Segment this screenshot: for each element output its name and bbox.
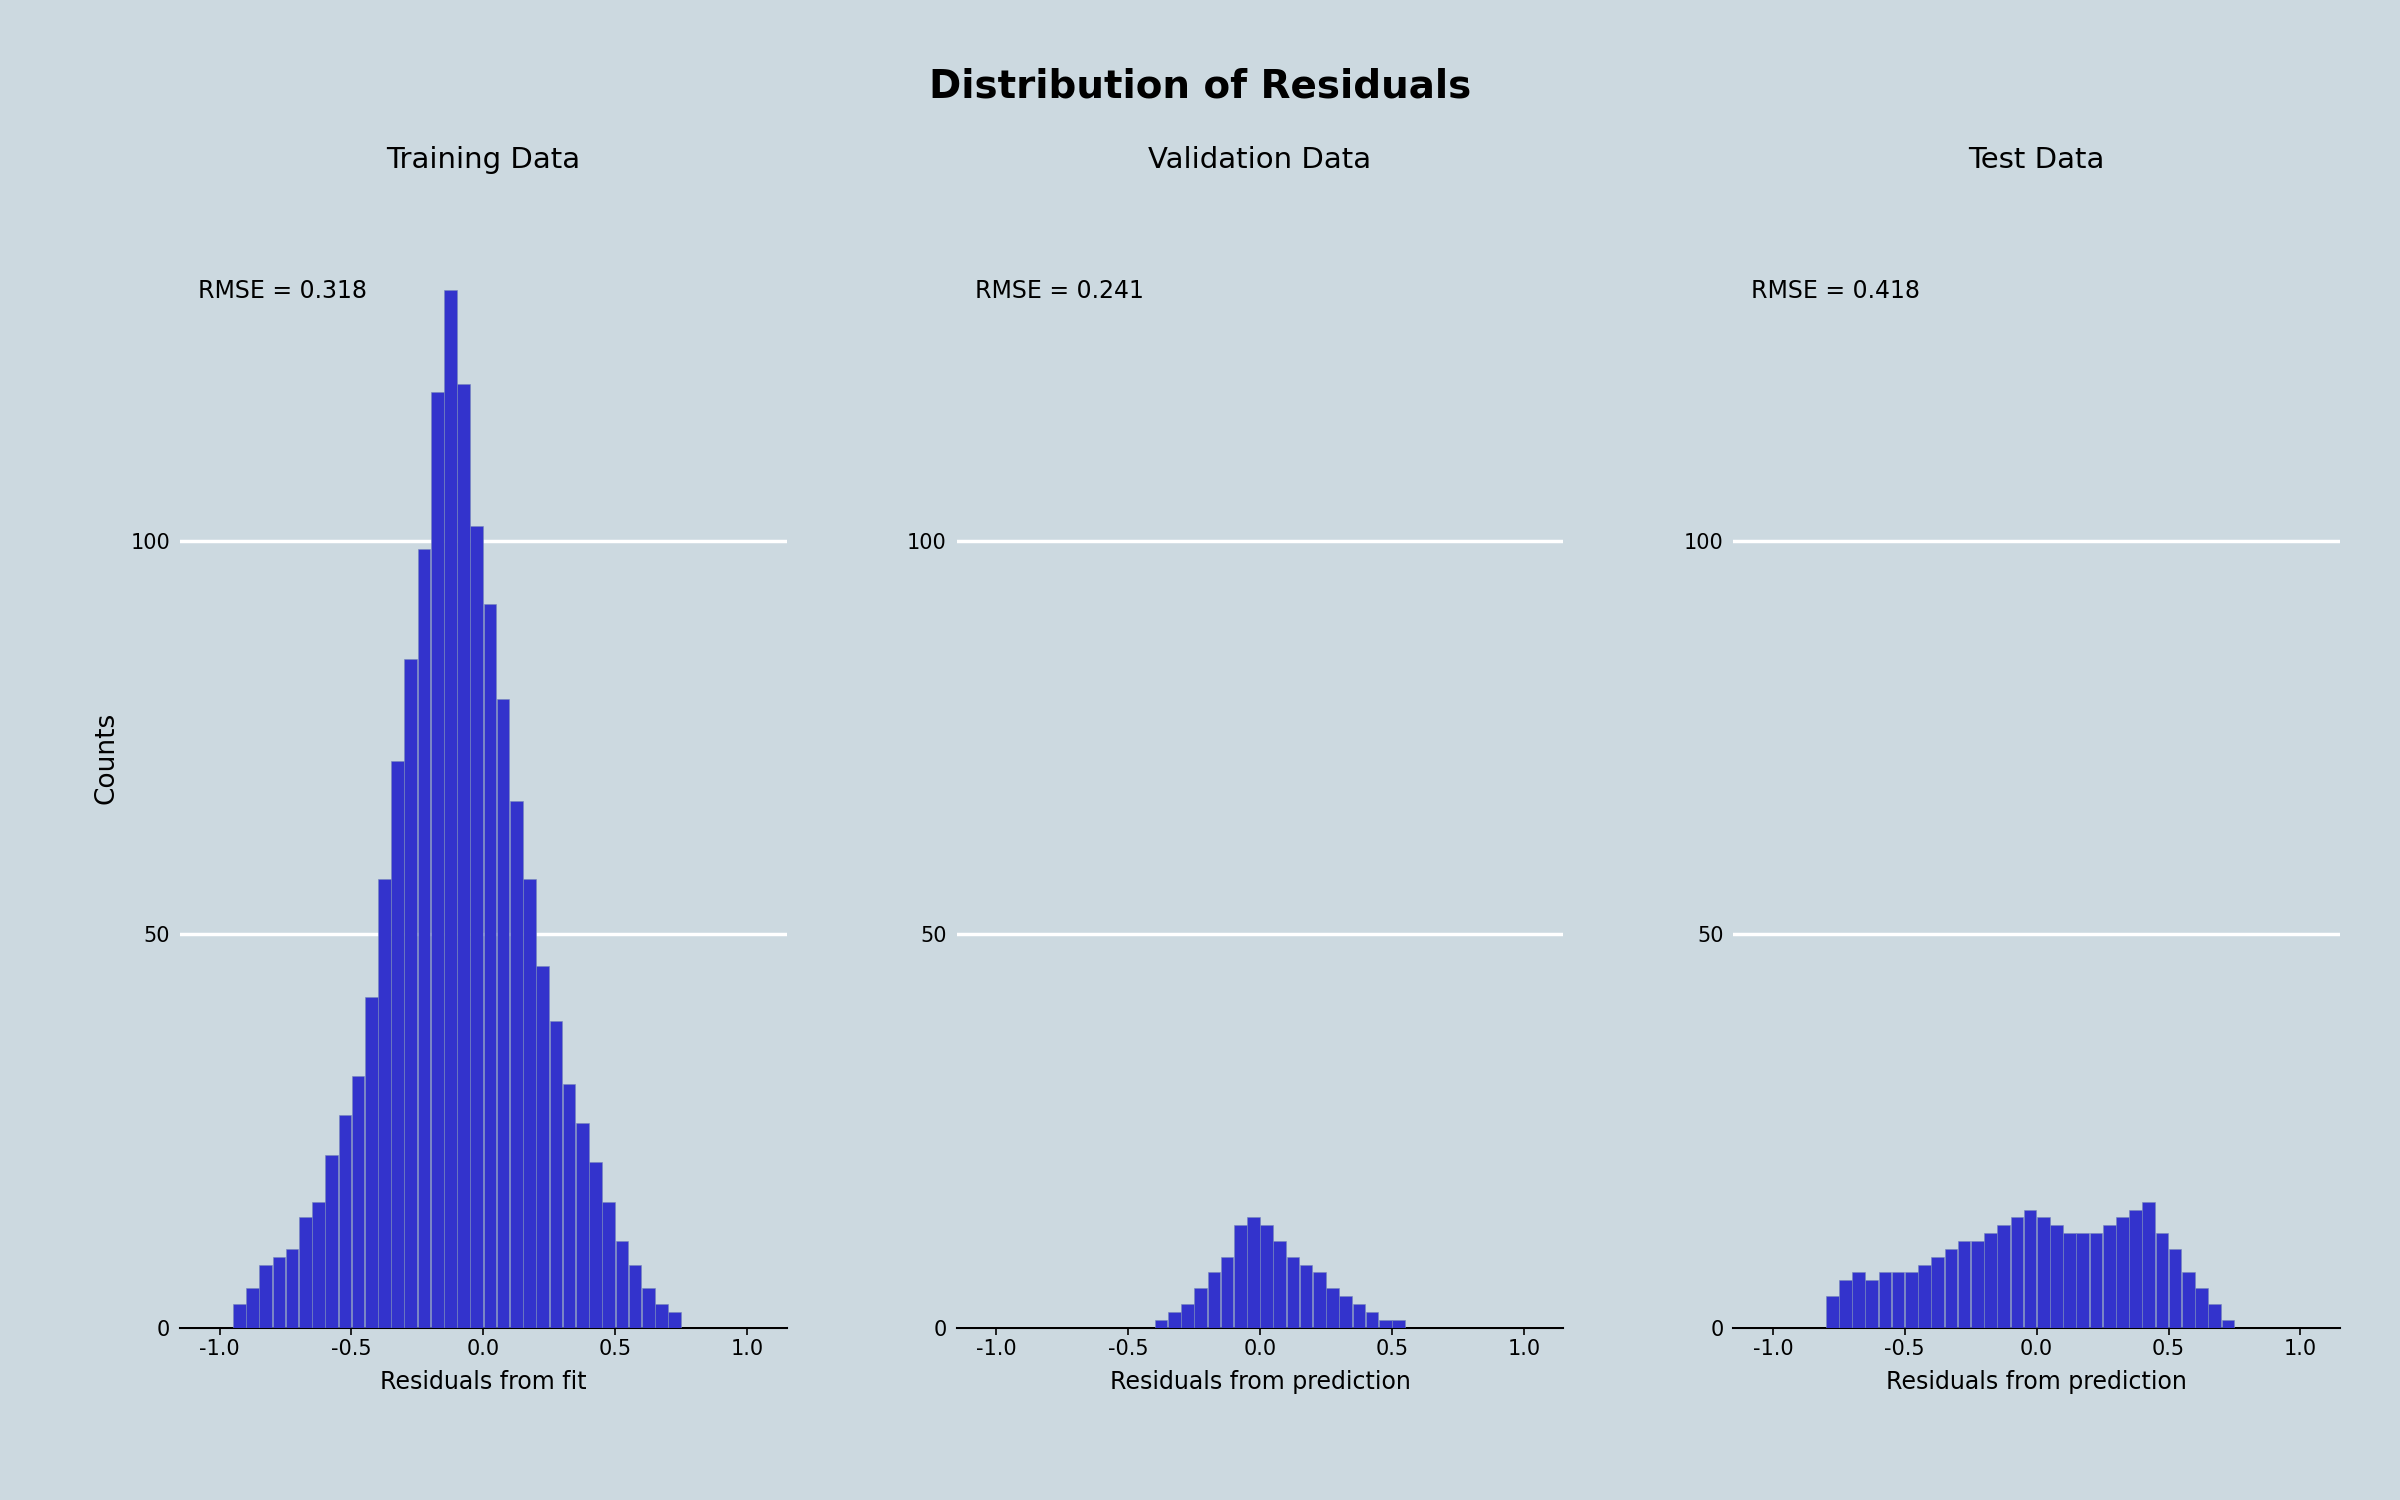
Bar (233, 1304, 245, 1328)
Bar (2038, 1218, 2050, 1328)
Bar (655, 1304, 667, 1328)
X-axis label: Residuals from fit: Residuals from fit (379, 1371, 586, 1395)
Bar (1932, 1257, 1944, 1328)
Text: Distribution of Residuals: Distribution of Residuals (929, 68, 1471, 105)
Bar (602, 1202, 614, 1328)
Bar (1327, 1288, 1339, 1328)
Text: RMSE = 0.418: RMSE = 0.418 (1752, 279, 1920, 303)
Bar (1195, 1288, 1207, 1328)
Bar (1248, 1218, 1260, 1328)
Bar (286, 1250, 298, 1328)
Y-axis label: Counts: Counts (94, 711, 120, 804)
Bar (1286, 1257, 1298, 1328)
Bar (247, 1288, 259, 1328)
Bar (312, 1202, 324, 1328)
Bar (418, 549, 430, 1328)
Bar (1380, 1320, 1392, 1328)
Bar (326, 1155, 338, 1328)
Bar (485, 604, 497, 1328)
X-axis label: Residuals from prediction: Residuals from prediction (1886, 1371, 2186, 1395)
Bar (2090, 1233, 2102, 1328)
Bar (1354, 1304, 1366, 1328)
Bar (576, 1124, 588, 1328)
Title: Training Data: Training Data (386, 146, 581, 174)
Bar (1154, 1320, 1166, 1328)
Bar (497, 699, 509, 1328)
Bar (2050, 1226, 2062, 1328)
Bar (1958, 1240, 1970, 1328)
Bar (1339, 1296, 1351, 1328)
Bar (1970, 1240, 1985, 1328)
Bar (470, 525, 482, 1328)
Bar (511, 801, 523, 1328)
Bar (629, 1264, 641, 1328)
Bar (391, 762, 403, 1328)
Bar (1906, 1272, 1918, 1328)
Bar (1838, 1281, 1853, 1328)
Bar (1313, 1272, 1325, 1328)
Bar (2222, 1320, 2234, 1328)
Bar (2155, 1233, 2167, 1328)
Title: Test Data: Test Data (1968, 146, 2105, 174)
Bar (667, 1312, 682, 1328)
Text: RMSE = 0.318: RMSE = 0.318 (199, 279, 367, 303)
Bar (379, 879, 391, 1328)
Bar (2196, 1288, 2208, 1328)
Bar (1234, 1226, 1246, 1328)
Bar (550, 1022, 562, 1328)
Bar (1865, 1281, 1879, 1328)
Bar (353, 1076, 365, 1328)
Bar (300, 1218, 312, 1328)
Bar (1853, 1272, 1865, 1328)
Bar (1274, 1240, 1286, 1328)
Bar (2117, 1218, 2129, 1328)
Bar (274, 1257, 286, 1328)
Bar (2064, 1233, 2076, 1328)
Bar (1392, 1320, 1404, 1328)
Bar (1891, 1272, 1906, 1328)
Bar (1169, 1312, 1181, 1328)
Bar (1985, 1233, 1997, 1328)
Bar (562, 1084, 576, 1328)
Title: Validation Data: Validation Data (1150, 146, 1370, 174)
X-axis label: Residuals from prediction: Residuals from prediction (1109, 1371, 1411, 1395)
Bar (2076, 1233, 2088, 1328)
Bar (1181, 1304, 1193, 1328)
Bar (1997, 1226, 2009, 1328)
Bar (588, 1162, 602, 1328)
Bar (535, 966, 550, 1328)
Bar (1366, 1312, 1378, 1328)
Bar (1879, 1272, 1891, 1328)
Bar (1918, 1264, 1932, 1328)
Bar (1944, 1250, 1958, 1328)
Bar (523, 879, 535, 1328)
Bar (2011, 1218, 2023, 1328)
Bar (2143, 1202, 2155, 1328)
Bar (365, 998, 377, 1328)
Bar (2208, 1304, 2220, 1328)
Bar (1207, 1272, 1219, 1328)
Bar (614, 1240, 629, 1328)
Bar (2129, 1209, 2141, 1328)
Bar (1301, 1264, 1313, 1328)
Bar (444, 290, 456, 1328)
Bar (2170, 1250, 2182, 1328)
Bar (641, 1288, 655, 1328)
Bar (458, 384, 470, 1328)
Bar (432, 392, 444, 1328)
Bar (406, 658, 418, 1328)
Bar (2182, 1272, 2194, 1328)
Bar (1826, 1296, 1838, 1328)
Bar (1222, 1257, 1234, 1328)
Bar (2102, 1226, 2114, 1328)
Bar (338, 1114, 350, 1328)
Bar (2023, 1209, 2035, 1328)
Text: RMSE = 0.241: RMSE = 0.241 (974, 279, 1145, 303)
Bar (1260, 1226, 1272, 1328)
Bar (259, 1264, 271, 1328)
